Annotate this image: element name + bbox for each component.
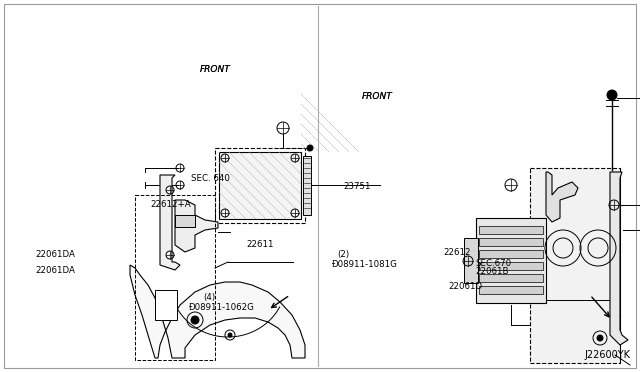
Text: 22061B: 22061B bbox=[475, 267, 508, 276]
Bar bbox=[479, 250, 543, 258]
Bar bbox=[479, 226, 543, 234]
Text: FRONT: FRONT bbox=[362, 92, 393, 101]
Bar bbox=[479, 286, 543, 294]
Text: (4): (4) bbox=[204, 293, 216, 302]
Polygon shape bbox=[175, 200, 218, 252]
Text: 22611: 22611 bbox=[246, 240, 274, 249]
Text: FRONT: FRONT bbox=[200, 65, 230, 74]
Bar bbox=[479, 262, 543, 270]
Text: Ð08911-1062G: Ð08911-1062G bbox=[189, 303, 255, 312]
Bar bbox=[479, 274, 543, 282]
Polygon shape bbox=[546, 172, 578, 222]
Text: 22061DA: 22061DA bbox=[35, 250, 75, 259]
Bar bbox=[530, 168, 620, 363]
Text: SEC. 640: SEC. 640 bbox=[191, 174, 230, 183]
Text: FRONT: FRONT bbox=[362, 92, 393, 101]
Bar bbox=[303, 156, 311, 215]
Bar bbox=[175, 215, 195, 227]
Text: 22612: 22612 bbox=[444, 248, 471, 257]
Bar bbox=[464, 238, 478, 283]
Bar bbox=[155, 290, 177, 320]
Circle shape bbox=[228, 333, 232, 337]
Text: 22061DA: 22061DA bbox=[35, 266, 75, 275]
Text: 22612+A: 22612+A bbox=[150, 200, 191, 209]
Polygon shape bbox=[610, 172, 628, 345]
Text: SEC.670: SEC.670 bbox=[475, 259, 511, 267]
Bar bbox=[479, 238, 543, 246]
Circle shape bbox=[607, 90, 617, 100]
Text: FRONT: FRONT bbox=[200, 65, 230, 74]
Circle shape bbox=[597, 335, 603, 341]
Text: (2): (2) bbox=[337, 250, 349, 259]
Text: 22061D: 22061D bbox=[448, 282, 482, 291]
Circle shape bbox=[191, 316, 199, 324]
Text: J22600YK: J22600YK bbox=[584, 350, 630, 360]
Bar bbox=[219, 152, 301, 219]
Circle shape bbox=[307, 145, 313, 151]
Bar bbox=[135, 195, 215, 360]
Polygon shape bbox=[160, 175, 180, 270]
Text: 23751: 23751 bbox=[344, 182, 371, 191]
Bar bbox=[215, 148, 305, 223]
Bar bbox=[476, 218, 546, 303]
Text: Ð08911-1081G: Ð08911-1081G bbox=[332, 260, 397, 269]
Polygon shape bbox=[130, 265, 305, 358]
